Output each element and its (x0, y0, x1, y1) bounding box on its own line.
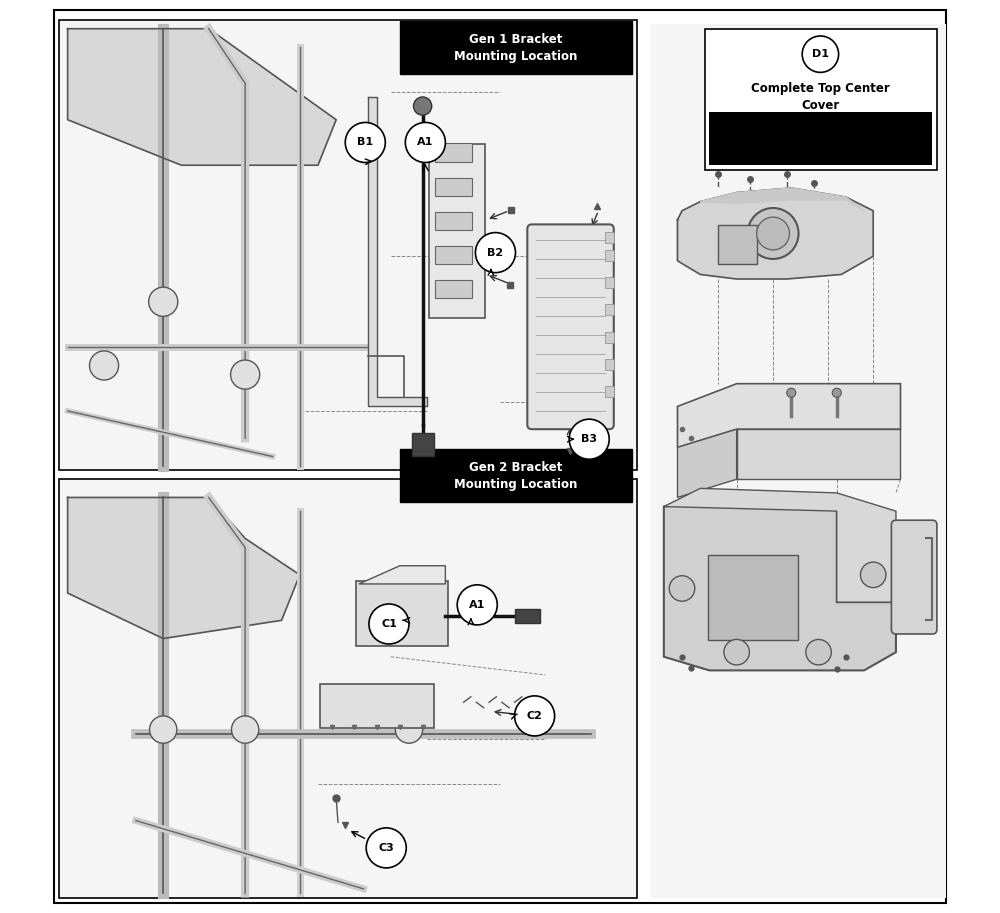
FancyBboxPatch shape (891, 520, 937, 634)
Polygon shape (700, 188, 864, 211)
Polygon shape (664, 488, 896, 603)
Text: B1: B1 (357, 138, 373, 148)
Polygon shape (737, 429, 900, 479)
Circle shape (366, 828, 406, 868)
FancyBboxPatch shape (709, 112, 932, 165)
FancyBboxPatch shape (435, 246, 472, 264)
FancyBboxPatch shape (320, 684, 434, 728)
FancyBboxPatch shape (605, 331, 614, 342)
Text: D1: D1 (812, 49, 829, 59)
Polygon shape (68, 498, 300, 638)
Circle shape (860, 562, 886, 588)
Polygon shape (359, 566, 445, 584)
FancyBboxPatch shape (435, 177, 472, 195)
FancyBboxPatch shape (718, 226, 757, 264)
FancyBboxPatch shape (605, 359, 614, 370)
Circle shape (569, 419, 609, 459)
FancyBboxPatch shape (527, 225, 614, 429)
FancyBboxPatch shape (59, 19, 637, 470)
Polygon shape (677, 429, 737, 498)
Text: B2: B2 (487, 247, 504, 257)
Circle shape (405, 122, 445, 163)
FancyBboxPatch shape (705, 28, 937, 170)
Text: A1: A1 (417, 138, 434, 148)
Circle shape (832, 388, 841, 397)
Circle shape (787, 388, 796, 397)
FancyBboxPatch shape (435, 143, 472, 162)
Circle shape (345, 122, 385, 163)
Circle shape (414, 97, 432, 115)
FancyBboxPatch shape (605, 278, 614, 289)
FancyBboxPatch shape (650, 24, 946, 898)
FancyBboxPatch shape (435, 212, 472, 230)
Circle shape (150, 716, 177, 743)
FancyBboxPatch shape (605, 232, 614, 243)
Circle shape (89, 351, 119, 380)
FancyBboxPatch shape (435, 280, 472, 299)
FancyBboxPatch shape (400, 449, 632, 502)
Text: C3: C3 (378, 843, 394, 853)
Circle shape (457, 585, 497, 624)
FancyBboxPatch shape (400, 21, 632, 74)
Text: B3: B3 (581, 435, 597, 445)
Circle shape (515, 696, 555, 736)
Circle shape (806, 639, 831, 665)
FancyBboxPatch shape (54, 10, 946, 903)
Polygon shape (68, 28, 336, 165)
Circle shape (724, 639, 749, 665)
Polygon shape (677, 383, 900, 447)
FancyBboxPatch shape (412, 433, 434, 456)
Polygon shape (368, 97, 427, 406)
Text: Gen 2 Bracket
Mounting Location: Gen 2 Bracket Mounting Location (454, 461, 577, 490)
Text: C1: C1 (381, 619, 397, 629)
FancyBboxPatch shape (429, 144, 485, 318)
FancyBboxPatch shape (605, 386, 614, 397)
Circle shape (748, 208, 799, 259)
Circle shape (669, 576, 695, 602)
FancyBboxPatch shape (708, 555, 798, 640)
Text: Gen 1 Bracket
Mounting Location: Gen 1 Bracket Mounting Location (454, 33, 577, 63)
FancyBboxPatch shape (356, 582, 448, 645)
Circle shape (757, 217, 789, 250)
FancyBboxPatch shape (515, 608, 540, 623)
Circle shape (231, 716, 259, 743)
Polygon shape (677, 188, 873, 279)
Text: A1: A1 (469, 600, 485, 610)
FancyBboxPatch shape (59, 479, 637, 898)
FancyBboxPatch shape (605, 250, 614, 261)
Circle shape (395, 716, 423, 743)
Circle shape (231, 360, 260, 389)
Circle shape (802, 36, 839, 72)
FancyBboxPatch shape (605, 305, 614, 315)
Text: Complete Top Center
Cover: Complete Top Center Cover (751, 82, 890, 112)
Circle shape (369, 604, 409, 644)
Polygon shape (664, 493, 896, 670)
Circle shape (149, 288, 178, 316)
Circle shape (475, 233, 515, 273)
Text: C2: C2 (527, 711, 543, 721)
